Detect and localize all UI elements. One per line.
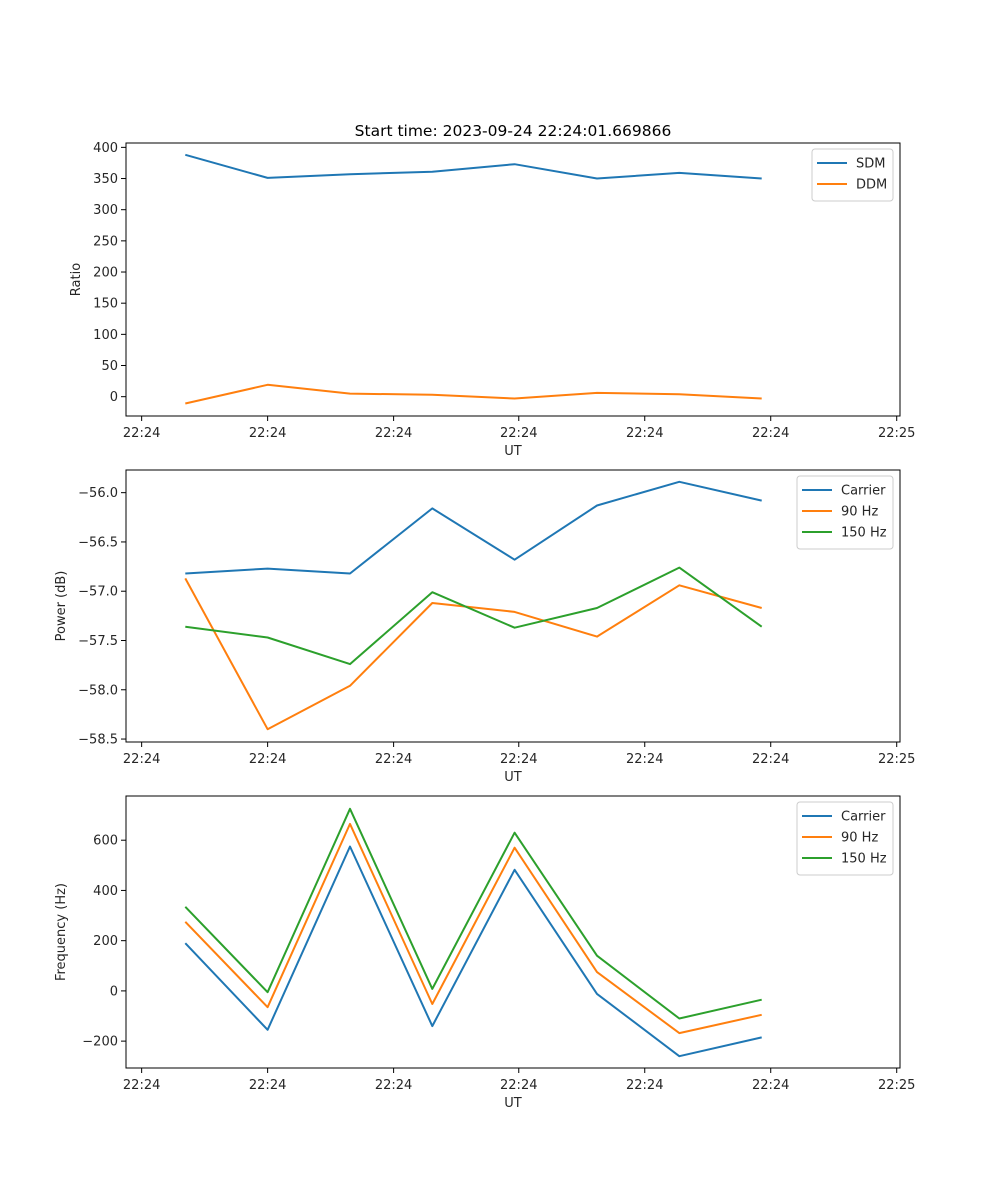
x-tick-label: 22:25 <box>878 1078 915 1093</box>
series-line-ddm <box>185 383 762 405</box>
legend: SDM DDM <box>811 148 894 202</box>
x-tick-label: 22:24 <box>249 426 286 441</box>
y-tick-label: 200 <box>93 934 118 949</box>
x-axis-label: UT <box>504 1096 522 1111</box>
legend-label: 90 Hz <box>841 505 878 520</box>
x-tick-label: 22:24 <box>500 426 537 441</box>
panel-2: 22:24 22:24 22:24 22:24 22:24 22:24 22:25 UT −58… <box>54 469 915 785</box>
y-tick-label: 300 <box>93 203 118 218</box>
legend-box <box>796 801 894 876</box>
x-tick-label: 22:24 <box>375 752 412 767</box>
panel-1: 22:24 22:24 22:24 22:24 22:24 22:24 22:25 UT 0 50… <box>69 141 915 459</box>
y-tick-label: 600 <box>93 834 118 849</box>
y-tick-label: −56.0 <box>78 486 118 501</box>
series-line-150-hz <box>185 566 763 666</box>
x-tick-label: 22:24 <box>249 752 286 767</box>
y-tick-label: −58.0 <box>78 683 118 698</box>
legend: Carrier 90 Hz 150 Hz <box>796 475 894 550</box>
x-tick-label: 22:25 <box>878 426 915 441</box>
x-tick-label: 22:24 <box>752 752 789 767</box>
y-axis-label: Power (dB) <box>54 571 69 642</box>
series-line-sdm <box>185 153 762 180</box>
legend-label: 90 Hz <box>841 831 878 846</box>
y-tick-label: 400 <box>93 141 118 156</box>
y-axis-label: Ratio <box>69 263 84 296</box>
x-tick-label: 22:24 <box>752 426 789 441</box>
panel-3: 22:24 22:24 22:24 22:24 22:24 22:24 22:25 UT −20… <box>54 795 915 1111</box>
series-line-carrier <box>185 480 762 575</box>
x-tick-label: 22:24 <box>500 1078 537 1093</box>
y-tick-label: 150 <box>93 297 118 312</box>
legend-label: Carrier <box>841 484 886 499</box>
y-tick-label: −57.0 <box>78 585 118 600</box>
y-tick-label: 50 <box>101 359 118 374</box>
y-tick-label: 350 <box>93 172 118 187</box>
y-tick-label: 200 <box>93 266 118 281</box>
x-tick-label: 22:24 <box>626 1078 663 1093</box>
x-tick-label: 22:24 <box>752 1078 789 1093</box>
legend-label: Carrier <box>841 810 886 825</box>
axes-frame <box>125 795 901 1069</box>
x-tick-label: 22:24 <box>249 1078 286 1093</box>
axes-frame <box>125 142 901 417</box>
series-line-90-hz <box>184 822 762 1035</box>
x-tick-label: 22:24 <box>500 752 537 767</box>
series-line-150-hz <box>184 807 762 1020</box>
axes-frame <box>125 469 901 743</box>
x-tick-label: 22:24 <box>123 1078 160 1093</box>
y-tick-label: 400 <box>93 884 118 899</box>
x-tick-label: 22:24 <box>123 426 160 441</box>
x-tick-label: 22:24 <box>375 426 412 441</box>
y-tick-label: −200 <box>82 1035 118 1050</box>
legend-label: SDM <box>856 157 885 172</box>
y-tick-label: 100 <box>93 328 118 343</box>
x-tick-label: 22:24 <box>626 752 663 767</box>
x-tick-label: 22:24 <box>626 426 663 441</box>
series-line-carrier <box>184 845 762 1058</box>
y-tick-label: −58.5 <box>78 733 118 748</box>
y-tick-label: −56.5 <box>78 535 118 550</box>
x-axis-label: UT <box>504 444 522 459</box>
y-tick-label: 0 <box>110 984 118 999</box>
y-tick-label: −57.5 <box>78 634 118 649</box>
x-axis-label: UT <box>504 770 522 785</box>
legend-label: DDM <box>856 178 887 193</box>
x-tick-label: 22:25 <box>878 752 915 767</box>
legend-box <box>796 475 894 550</box>
figure-title: Start time: 2023-09-24 22:24:01.669866 <box>355 122 672 140</box>
legend: Carrier 90 Hz 150 Hz <box>796 801 894 876</box>
y-tick-label: 250 <box>93 234 118 249</box>
x-tick-label: 22:24 <box>123 752 160 767</box>
legend-label: 150 Hz <box>841 852 887 867</box>
x-tick-label: 22:24 <box>375 1078 412 1093</box>
y-tick-label: 0 <box>110 390 118 405</box>
legend-label: 150 Hz <box>841 526 887 541</box>
series-line-90-hz <box>184 577 762 731</box>
y-axis-label: Frequency (Hz) <box>54 883 69 981</box>
